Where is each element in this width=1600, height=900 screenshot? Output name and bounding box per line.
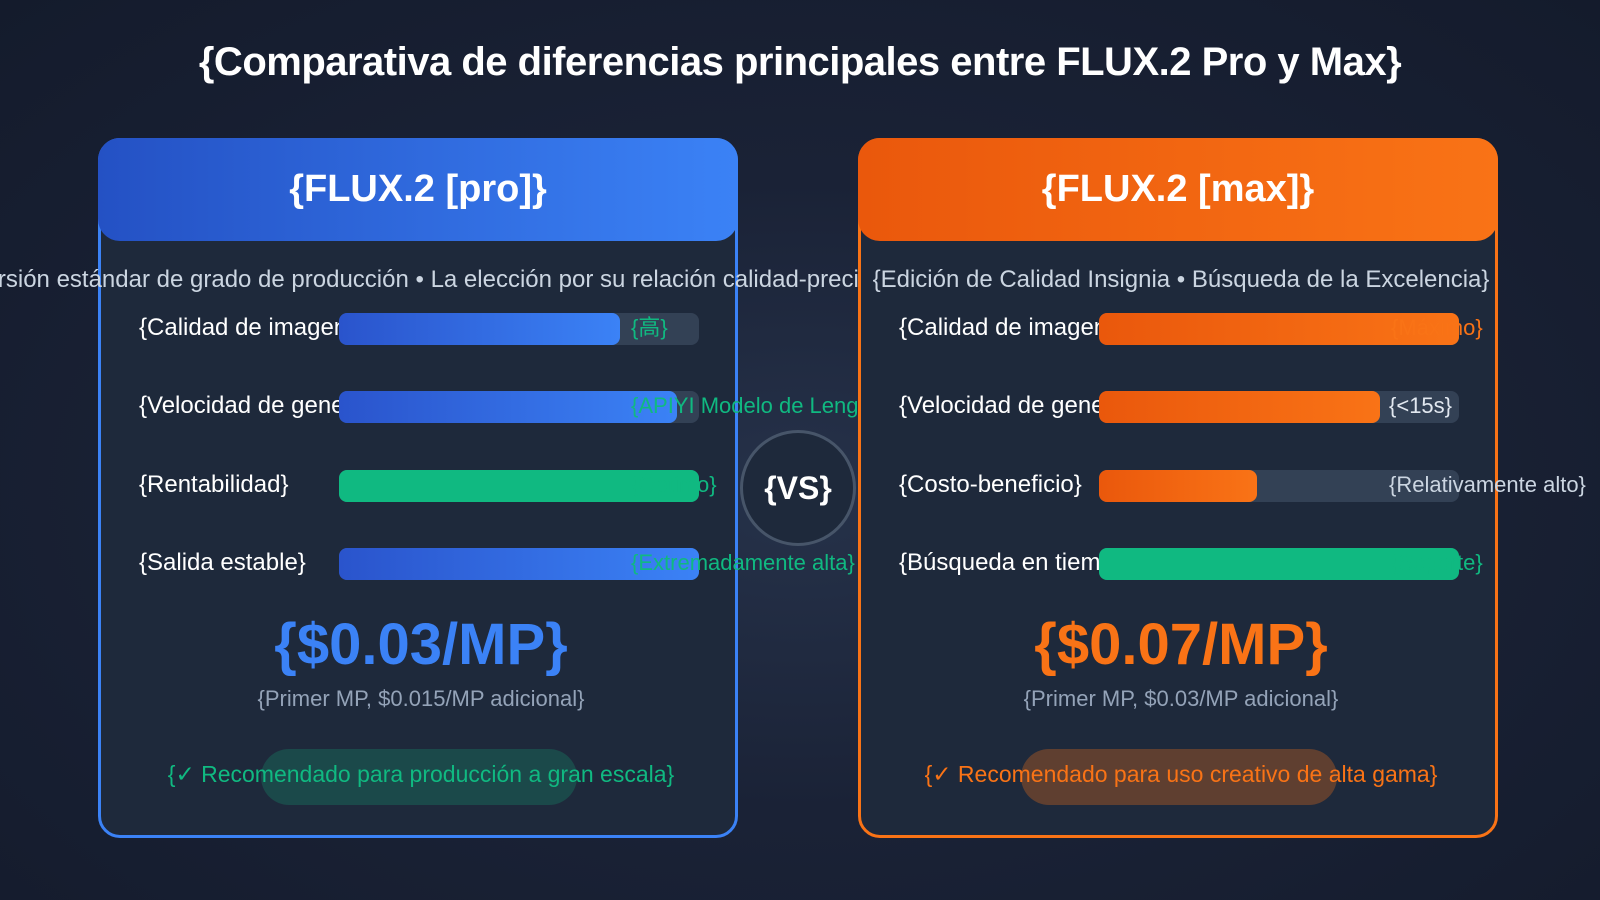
max-metric-label-search: {Búsqueda en tiempo real} xyxy=(899,549,1099,576)
pro-metric-row-cost: {Rentabilidad} {Óptimo} xyxy=(101,468,741,502)
pro-metric-label-cost: {Rentabilidad} xyxy=(139,471,289,498)
pro-metric-track-quality xyxy=(339,313,699,345)
max-recommendation: {✓ Recomendado para uso creativo de alta… xyxy=(924,761,1438,787)
max-metric-label-quality: {Calidad de imagen} xyxy=(899,314,1099,341)
pro-metric-track-speed xyxy=(339,391,699,423)
max-metric-row-speed: {Velocidad de generación} {<15s} xyxy=(861,389,1501,423)
max-price-note: {Primer MP, $0.03/MP adicional} xyxy=(1023,686,1339,711)
pro-card: {FLUX.2 [pro]} {Versión estándar de grad… xyxy=(0,138,907,838)
max-metric-fill-cost xyxy=(1099,470,1258,502)
max-card: {FLUX.2 [max]} {Edición de Calidad Insig… xyxy=(858,138,1586,838)
max-card-header: {FLUX.2 [max]} xyxy=(858,138,1498,241)
max-metric-label-cost: {Costo-beneficio} xyxy=(899,471,1082,498)
pro-metric-row-stable: {Salida estable} {Extremadamente alta} xyxy=(101,546,855,580)
max-metric-track-quality xyxy=(1099,313,1459,345)
pro-metric-row-quality: {Calidad de imagen} {高} xyxy=(101,311,741,345)
pro-price: {$0.03/MP} xyxy=(274,612,568,677)
pro-metric-fill-cost xyxy=(339,470,699,502)
max-metric-row-quality: {Calidad de imagen} {Máximo} xyxy=(861,311,1501,345)
pro-card-header: {FLUX.2 [pro]} xyxy=(98,138,738,241)
max-metric-fill-speed xyxy=(1099,391,1380,423)
pro-metric-value-quality: {高} xyxy=(631,315,668,340)
pro-metric-fill-stable xyxy=(339,548,699,580)
max-metric-fill-search xyxy=(1099,548,1459,580)
max-metric-fill-quality xyxy=(1099,313,1459,345)
max-metric-track-speed xyxy=(1099,391,1459,423)
max-recommend-pill xyxy=(1021,749,1337,805)
pro-metric-label-speed: {Velocidad de generación} xyxy=(139,392,339,419)
pro-recommendation: {✓ Recomendado para producción a gran es… xyxy=(167,761,675,787)
max-metric-value-quality: {Máximo} xyxy=(1391,315,1483,340)
max-metric-value-speed: {<15s} xyxy=(1389,393,1453,418)
pro-metric-fill-speed xyxy=(339,391,678,423)
max-metric-label-speed: {Velocidad de generación} xyxy=(899,392,1099,419)
max-subtitle: {Edición de Calidad Insignia • Búsqueda … xyxy=(872,266,1490,293)
max-metric-track-cost xyxy=(1099,470,1459,502)
pro-metric-row-speed: {Velocidad de generación} {APIYI Modelo … xyxy=(101,389,907,423)
max-price: {$0.07/MP} xyxy=(1034,612,1328,677)
pro-metric-value-stable: {Extremadamente alta} xyxy=(631,550,855,575)
page-title: {Comparativa de diferencias principales … xyxy=(198,40,1402,84)
pro-metric-label-stable: {Salida estable} xyxy=(139,549,306,576)
pro-metric-value-cost: {Óptimo} xyxy=(631,472,717,497)
max-metric-row-search: {Búsqueda en tiempo real} {Soporte} xyxy=(861,546,1501,580)
max-metric-track-search xyxy=(1099,548,1459,580)
pro-metric-track-cost xyxy=(339,470,699,502)
max-metric-row-cost: {Costo-beneficio} {Relativamente alto} xyxy=(861,468,1586,502)
pro-subtitle: {Versión estándar de grado de producción… xyxy=(0,266,881,293)
pro-metric-fill-quality xyxy=(339,313,620,345)
pro-metric-track-stable xyxy=(339,548,699,580)
pro-metric-label-quality: {Calidad de imagen} xyxy=(139,314,339,341)
pro-price-note: {Primer MP, $0.015/MP adicional} xyxy=(257,686,585,711)
max-metric-value-cost: {Relativamente alto} xyxy=(1389,472,1586,497)
pro-recommend-pill xyxy=(261,749,577,805)
max-metric-value-search: {Soporte} xyxy=(1391,550,1483,575)
vs-badge: {VS} xyxy=(740,430,856,546)
